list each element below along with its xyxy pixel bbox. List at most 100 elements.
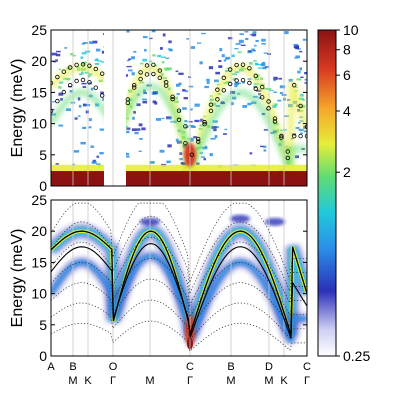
path-label-top: C (186, 361, 194, 373)
top-heat-cell (101, 50, 106, 54)
top-heat-cell (218, 65, 223, 69)
top-heat-cell (231, 54, 235, 58)
top-heat-cell (141, 98, 147, 101)
colorbar-tick-label: 8 (343, 42, 351, 58)
bottom-calculated-mode (51, 236, 307, 307)
top-heat-cell (264, 66, 270, 68)
top-heat-cell (248, 61, 253, 65)
top-heat-cell (77, 115, 81, 117)
top-heat-cell (230, 102, 234, 106)
top-heat-cell (165, 57, 170, 59)
top-heat-cell (260, 77, 264, 80)
top-y-ticks: 0 5 10 15 20 25 (31, 22, 307, 194)
top-heat-cell (92, 40, 98, 44)
top-peak-marker (292, 82, 297, 88)
top-heat-cell (254, 62, 259, 66)
top-heat-cell (80, 56, 84, 59)
top-heat-cell (186, 38, 189, 40)
top-heat-cell (58, 68, 62, 71)
top-heat-cell (292, 100, 297, 104)
path-label-bottom: M (226, 375, 235, 387)
colorbar-tick-label: 0.25 (343, 348, 370, 364)
top-heat-cell (190, 46, 196, 49)
top-heat-cell (182, 107, 187, 110)
top-heat-cell (273, 79, 276, 82)
top-heat-cell (245, 37, 249, 41)
top-heat-cell (94, 62, 100, 65)
top-heat-cell (81, 43, 86, 45)
top-heat-cell (53, 61, 57, 63)
top-heat-cell (261, 38, 266, 42)
top-peak-marker (61, 69, 66, 74)
top-heat-cell (152, 54, 156, 57)
top-heat-cell (138, 123, 143, 127)
top-heat-cell (213, 129, 217, 132)
top-heat-cell (300, 76, 304, 78)
top-heat-cell (139, 137, 143, 140)
top-heat-cell (194, 119, 200, 123)
top-peak-marker (215, 87, 220, 92)
top-data-gap (104, 30, 126, 186)
top-heat-cell (153, 91, 158, 95)
top-heat-cell (195, 162, 200, 165)
top-heat-cell (69, 90, 73, 93)
top-y-tick-label: 20 (31, 53, 47, 69)
bottom-calculated-mode (51, 278, 307, 330)
top-heat-cell (84, 71, 90, 74)
top-y-axis-title: Energy (meV) (9, 59, 26, 158)
top-heat-cell (261, 43, 266, 45)
top-y-tick-label: 25 (31, 22, 47, 38)
top-heat-cell (137, 128, 141, 131)
top-heat-cell (302, 38, 307, 41)
top-heat-cell (248, 50, 252, 53)
top-heat-cell (126, 60, 130, 62)
top-heat-cell (65, 108, 71, 111)
top-heat-cell (176, 93, 180, 96)
top-heat-cell (167, 48, 172, 50)
top-heat-cell (297, 70, 301, 74)
top-heat-cell (283, 129, 288, 131)
path-label-bottom: M (68, 375, 77, 387)
top-heat-cell (77, 97, 81, 101)
top-heat-cell (143, 92, 148, 94)
top-heat-cell (283, 115, 290, 117)
top-heat-cell (161, 117, 165, 120)
top-heat-cell (279, 129, 283, 132)
top-heat-cell (175, 138, 179, 142)
top-heat-cell (70, 53, 74, 56)
top-peak-marker (151, 71, 156, 77)
top-heat-cell (254, 44, 257, 47)
top-heat-cell (99, 152, 104, 155)
top-heat-cell (273, 91, 277, 93)
colorbar-tick-label: 2 (343, 164, 351, 180)
top-heat-cell (143, 36, 148, 39)
top-heat-cell (79, 73, 82, 76)
top-heat-cell (125, 130, 130, 134)
top-peak-marker (87, 80, 92, 85)
top-peak-marker (260, 84, 265, 90)
top-heat-cell (201, 32, 206, 35)
bottom-fit-curve-middle (51, 243, 307, 339)
top-heat-cell (179, 158, 183, 161)
top-peak-marker (144, 63, 150, 68)
path-label-bottom: M (145, 375, 154, 387)
top-peak-marker (298, 133, 303, 139)
top-peak-marker (195, 136, 201, 142)
top-heat-cell (181, 162, 187, 166)
top-heat-cell (224, 128, 228, 131)
top-heat-cell (88, 118, 92, 122)
top-heat-cell (193, 136, 198, 139)
top-heat-cell (232, 96, 237, 100)
top-elastic-edge (51, 164, 307, 172)
top-heat-cell (272, 104, 277, 109)
top-peak-marker (266, 106, 271, 111)
top-guide-lines (72, 30, 285, 186)
top-heat-cell (87, 75, 91, 78)
top-peak-marker (298, 103, 303, 109)
top-heat-cell (258, 67, 264, 69)
top-heat-cell (255, 39, 259, 42)
bottom-dispersion-curves (51, 202, 307, 352)
top-heat-cell (194, 103, 200, 107)
top-peak-marker (131, 82, 137, 88)
top-peak-marker (279, 133, 284, 139)
